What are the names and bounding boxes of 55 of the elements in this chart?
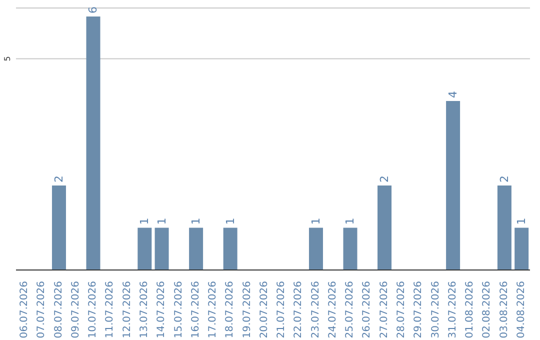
- data-label: 1: [309, 218, 322, 225]
- x-tick-label: 31.07.2026: [447, 281, 458, 338]
- x-tick-label: 25.07.2026: [344, 281, 356, 338]
- x-tick-label: 23.07.2026: [310, 281, 322, 338]
- x-tick-label: 22.07.2026: [293, 281, 304, 338]
- data-label: 1: [515, 218, 528, 225]
- bar: [189, 228, 204, 270]
- x-tick-label: 14.07.2026: [156, 281, 168, 338]
- bar: [138, 228, 152, 270]
- x-tick-label: 03.08.2026: [498, 281, 510, 338]
- x-tick-label: 19.07.2026: [242, 281, 253, 338]
- x-tick-label: 02.08.2026: [482, 281, 493, 338]
- x-tick-label: 09.07.2026: [70, 281, 82, 338]
- x-tick-label: 12.07.2026: [122, 281, 133, 338]
- x-tick-label: 26.07.2026: [362, 281, 373, 338]
- bar: [154, 228, 169, 270]
- x-tick-label: 17.07.2026: [208, 281, 219, 338]
- data-label: 2: [498, 175, 511, 182]
- data-label: 1: [190, 218, 203, 225]
- x-tick-label: 21.07.2026: [276, 281, 288, 338]
- data-label: 6: [86, 6, 100, 14]
- bar: [378, 185, 392, 270]
- x-tick-label: 24.07.2026: [327, 281, 338, 338]
- x-tick-label: 18.07.2026: [224, 281, 236, 338]
- x-tick-label: 15.07.2026: [173, 281, 184, 338]
- bar: [86, 16, 100, 270]
- bar: [52, 185, 66, 270]
- data-label: 1: [224, 218, 237, 225]
- data-label: 1: [155, 218, 168, 225]
- x-tick-label: 01.08.2026: [464, 281, 476, 338]
- data-label: 1: [344, 218, 357, 225]
- x-tick-label: 28.07.2026: [396, 281, 407, 338]
- x-tick-label: 04.08.2026: [516, 281, 527, 338]
- x-tick-label: 11.07.2026: [104, 281, 116, 338]
- bar: [497, 185, 512, 270]
- data-label: 2: [52, 175, 66, 182]
- x-tick-label: 30.07.2026: [430, 281, 442, 338]
- x-tick-label: 16.07.2026: [190, 281, 202, 338]
- x-tick-label: 08.07.2026: [53, 281, 64, 338]
- data-label: 1: [138, 218, 152, 225]
- x-tick-label: 07.07.2026: [36, 281, 48, 338]
- bar: [343, 228, 358, 270]
- bar: [308, 228, 323, 270]
- x-tick-label: 20.07.2026: [258, 281, 270, 338]
- y-tick-label: 5: [3, 56, 12, 62]
- x-tick-label: 06.07.2026: [19, 281, 30, 338]
- bar: [223, 228, 238, 270]
- x-tick-label: 13.07.2026: [139, 281, 150, 338]
- data-label: 2: [378, 175, 392, 182]
- bar: [446, 100, 460, 270]
- bar: [514, 228, 529, 270]
- x-tick-label: 27.07.2026: [378, 281, 390, 338]
- x-tick-label: 10.07.2026: [88, 281, 99, 338]
- x-tick-label: 29.07.2026: [413, 281, 424, 338]
- data-label: 4: [446, 90, 460, 98]
